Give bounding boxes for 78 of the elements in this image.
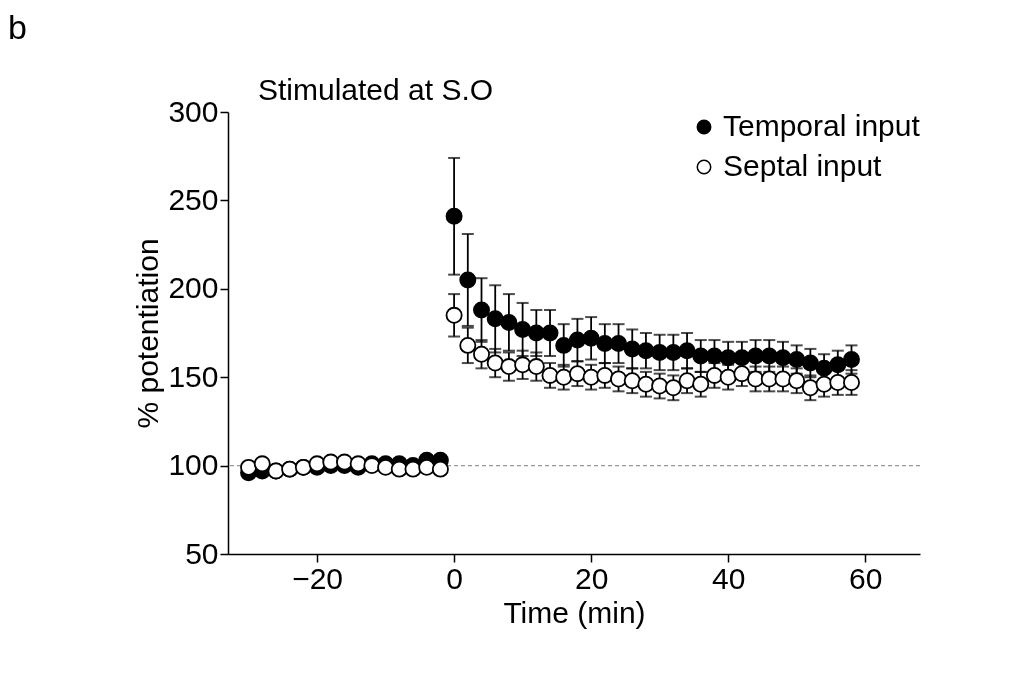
point	[664, 343, 682, 361]
point	[527, 358, 545, 376]
legend-label: Temporal input	[723, 109, 921, 142]
point	[705, 366, 723, 384]
text: b	[8, 8, 27, 46]
point	[788, 351, 806, 368]
point	[514, 356, 532, 374]
point	[459, 271, 477, 289]
point	[733, 349, 751, 367]
point	[705, 347, 723, 365]
point	[719, 368, 737, 386]
point	[431, 460, 449, 478]
x-axis-title: Time (min)	[503, 595, 646, 629]
point	[445, 306, 463, 324]
point	[651, 343, 669, 361]
point	[774, 349, 792, 367]
point	[596, 366, 614, 384]
point	[582, 368, 600, 386]
point	[815, 359, 833, 377]
point	[610, 335, 628, 353]
point	[473, 345, 490, 363]
point	[829, 356, 847, 374]
point	[843, 351, 860, 368]
point	[473, 301, 490, 319]
point	[514, 321, 532, 338]
point	[253, 455, 271, 473]
point	[760, 347, 778, 365]
point	[541, 366, 559, 384]
point	[843, 374, 860, 391]
point	[747, 370, 765, 388]
point	[555, 368, 573, 386]
point	[623, 372, 641, 390]
point	[733, 365, 751, 383]
x-tick-label: 20	[574, 561, 609, 595]
y-tick-label: 200	[168, 271, 219, 305]
point	[637, 342, 655, 360]
point	[815, 375, 833, 393]
point	[541, 324, 559, 342]
y-tick-label: 100	[168, 448, 219, 482]
point	[500, 313, 518, 331]
point	[678, 372, 696, 390]
point	[555, 336, 573, 354]
point	[568, 365, 586, 383]
point	[692, 375, 710, 393]
chart-title: Stimulated at S.O	[258, 73, 494, 106]
point	[445, 207, 463, 225]
point	[760, 370, 778, 388]
point	[788, 372, 806, 390]
point	[801, 354, 819, 372]
y-tick-label: 300	[168, 94, 219, 128]
y-tick-label: 150	[168, 359, 219, 393]
point	[801, 379, 819, 397]
x-tick-label: 40	[711, 561, 746, 595]
x-tick-label: 0	[446, 561, 463, 595]
x-tick-label: −20	[292, 561, 344, 595]
point	[678, 342, 696, 360]
point	[486, 310, 504, 328]
point	[459, 336, 477, 354]
point	[829, 374, 847, 391]
y-tick-label: 250	[168, 182, 219, 216]
point	[390, 460, 408, 478]
point	[637, 375, 655, 393]
point	[335, 453, 353, 471]
point	[596, 335, 614, 353]
point	[719, 349, 737, 367]
point	[774, 370, 792, 388]
y-tick-label: 50	[185, 536, 219, 570]
point	[664, 379, 682, 397]
point	[610, 370, 628, 388]
y-axis-title: % potentiation	[131, 238, 165, 429]
point	[623, 340, 641, 358]
point	[568, 331, 586, 349]
point	[582, 329, 600, 347]
point	[527, 324, 545, 342]
point	[500, 358, 518, 376]
point	[486, 354, 504, 372]
x-tick-label: 60	[849, 561, 883, 595]
legend-label: Septal input	[723, 149, 883, 182]
